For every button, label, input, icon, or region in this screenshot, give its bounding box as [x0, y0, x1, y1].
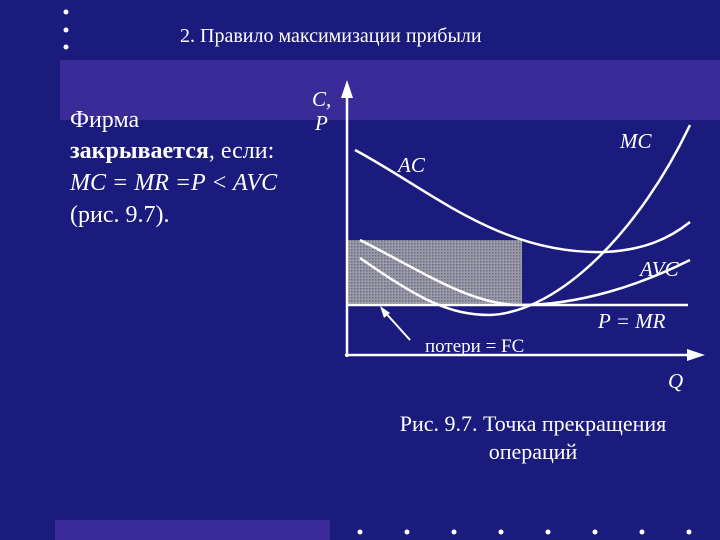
y-arrow [341, 80, 353, 98]
dots [63, 9, 692, 535]
band [60, 60, 720, 120]
loss-area [347, 240, 522, 305]
bottom-band [55, 520, 330, 540]
title: 2. Правило максимизации прибыли [180, 25, 482, 47]
ac-curve [354, 148, 691, 254]
loss-label: потери = FC [425, 336, 524, 357]
body-line: Фирма [70, 107, 139, 133]
body-line: (рис. 9.7). [70, 202, 169, 228]
price-label: P = MR [597, 309, 666, 333]
avc-label: AVC [638, 257, 680, 281]
ac-label: AC [396, 153, 426, 177]
mc-curve [359, 124, 692, 317]
curves [345, 90, 695, 357]
x-arrow [687, 349, 705, 361]
mc-label: MC [619, 129, 652, 153]
body-line: MC = MR =P < AVC [69, 170, 278, 196]
x-label: Q [668, 369, 683, 393]
caption: Рис. 9.7. Точка прекращения [400, 411, 667, 436]
y-label: P [314, 111, 328, 135]
caption: операций [489, 439, 578, 464]
pointer-head [380, 306, 390, 318]
body-line: закрывается, если: [70, 138, 274, 164]
y-label: C, [312, 87, 331, 111]
body-rest: , если: [209, 138, 274, 164]
body-bold: закрывается [70, 138, 209, 164]
